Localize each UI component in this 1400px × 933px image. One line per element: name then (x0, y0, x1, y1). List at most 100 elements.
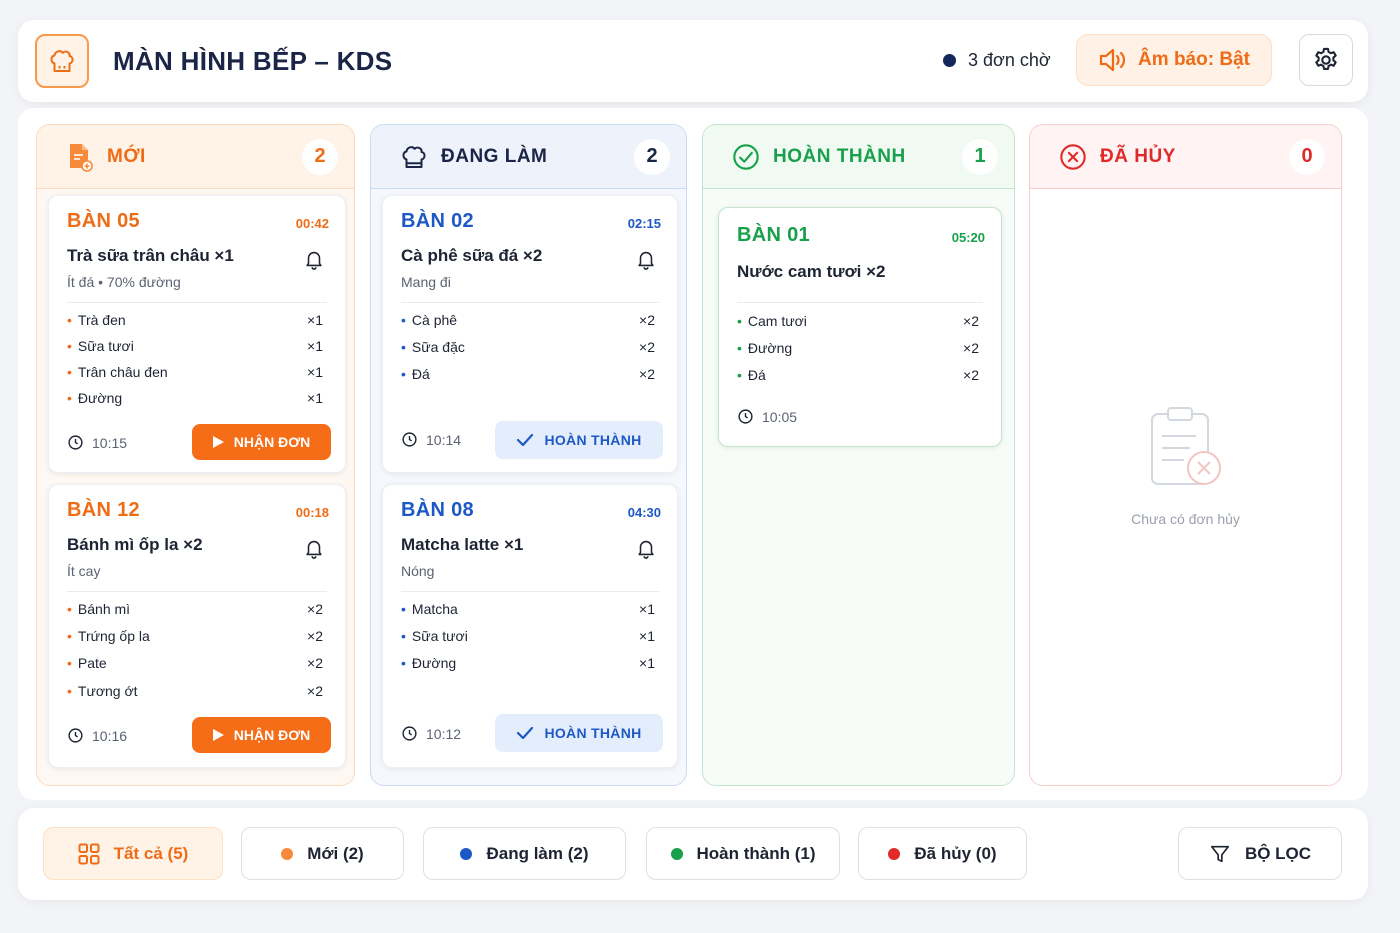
order-table: BÀN 02 (401, 210, 474, 232)
ingredient-row: Sữa tươi×1 (67, 338, 323, 354)
order-item: Bánh mì ốp la ×2 (67, 535, 203, 554)
order-elapsed: 00:18 (295, 505, 329, 520)
status-dot (888, 847, 901, 860)
header-bar: MÀN HÌNH BẾP – KDS 3 đơn chờ Âm báo: Bật (18, 20, 1368, 102)
order-table: BÀN 05 (67, 210, 140, 232)
status-dot (670, 847, 683, 860)
column-new-count: 2 (302, 138, 338, 175)
order-table: BÀN 01 (737, 224, 810, 246)
accept-order-button[interactable]: NHẬN ĐƠN (192, 424, 331, 460)
ingredient-row: Trân châu đen×1 (67, 364, 323, 380)
bell-icon[interactable] (303, 537, 325, 559)
filter-all-button[interactable]: Tất cả (5) (43, 827, 223, 880)
check-circle-icon (731, 142, 761, 172)
column-cancelled-header: ĐÃ HỦY 0 (1030, 125, 1341, 189)
filter-new-button[interactable]: Mới (2) (241, 827, 404, 880)
ingredient-row: Tương ớt×2 (67, 683, 323, 699)
chef-hat-icon (35, 34, 89, 88)
order-item: Trà sữa trân châu ×1 (67, 246, 234, 265)
ingredient-row: Đường×1 (67, 390, 323, 406)
chef-hat-icon (399, 142, 429, 172)
ingredient-row: Pate×2 (67, 655, 323, 671)
clock-icon (402, 432, 417, 447)
pending-label: 3 đơn chờ (968, 50, 1051, 70)
divider (67, 591, 327, 592)
check-icon (517, 726, 534, 740)
ingredient-row: Trà đen×1 (67, 312, 323, 328)
column-doing-header: ĐANG LÀM 2 (371, 125, 686, 189)
column-doing-count: 2 (634, 138, 670, 175)
ingredient-row: Bánh mì×2 (67, 601, 323, 617)
bell-icon[interactable] (303, 248, 325, 270)
order-table: BÀN 08 (401, 499, 474, 521)
column-done-count: 1 (962, 138, 998, 175)
complete-order-button[interactable]: HOÀN THÀNH (495, 714, 663, 752)
play-icon (212, 436, 224, 448)
order-time: 10:14 (401, 431, 461, 448)
order-note: Ít đá • 70% đường (67, 274, 181, 290)
column-cancelled: ĐÃ HỦY 0 (1029, 124, 1342, 786)
column-new-header: MỚI 2 (37, 125, 354, 189)
filter-done-button[interactable]: Hoàn thành (1) (646, 827, 840, 880)
order-elapsed: 02:15 (627, 216, 661, 231)
divider (67, 302, 327, 303)
ingredient-row: Sữa tươi×1 (401, 628, 655, 644)
order-item: Cà phê sữa đá ×2 (401, 246, 543, 265)
cancelled-empty-state: Chưa có đơn hủy (1029, 400, 1342, 527)
pending-dot (943, 54, 956, 67)
order-card-ban-08[interactable]: BÀN 08 04:30 Matcha latte ×1 Nóng Matcha… (382, 484, 678, 768)
order-elapsed: 05:20 (951, 230, 985, 245)
bell-icon[interactable] (635, 248, 657, 270)
filter-doing-button[interactable]: Đang làm (2) (423, 827, 626, 880)
ingredient-row: Trứng ốp la×2 (67, 628, 323, 644)
order-card-ban-02[interactable]: BÀN 02 02:15 Cà phê sữa đá ×2 Mang đi Cà… (382, 195, 678, 473)
page-title: MÀN HÌNH BẾP – KDS (113, 46, 393, 76)
divider (737, 302, 983, 303)
status-dot (281, 847, 294, 860)
column-doing: ĐANG LÀM 2 BÀN 02 02:15 Cà phê sữa đá ×2… (370, 124, 687, 786)
ingredient-row: Matcha×1 (401, 601, 655, 617)
order-card-ban-01[interactable]: BÀN 01 05:20 Nước cam tươi ×2 Cam tươi×2… (718, 207, 1002, 447)
filter-options-button[interactable]: BỘ LỌC (1178, 827, 1342, 880)
order-table: BÀN 12 (67, 499, 140, 521)
x-circle-icon (1058, 142, 1088, 172)
column-new-label: MỚI (107, 145, 146, 167)
clock-icon (402, 726, 417, 741)
ingredient-row: Đường×1 (401, 655, 655, 671)
filter-cancelled-button[interactable]: Đã hủy (0) (858, 827, 1027, 880)
cancelled-empty-text: Chưa có đơn hủy (1131, 511, 1240, 527)
pending-orders-indicator: 3 đơn chờ (943, 50, 1051, 71)
ingredient-row: Cà phê×2 (401, 312, 655, 328)
grid-icon (78, 843, 100, 864)
order-note: Ít cay (67, 563, 101, 579)
sound-label: Âm báo: Bật (1138, 49, 1250, 70)
column-new: MỚI 2 BÀN 05 00:42 Trà sữa trân châu ×1 … (36, 124, 355, 786)
complete-order-button[interactable]: HOÀN THÀNH (495, 421, 663, 459)
ingredient-row: Cam tươi×2 (737, 313, 979, 329)
column-done: HOÀN THÀNH 1 BÀN 01 05:20 Nước cam tươi … (702, 124, 1015, 786)
ingredient-row: Đường×2 (737, 340, 979, 356)
order-card-ban-12[interactable]: BÀN 12 00:18 Bánh mì ốp la ×2 Ít cay Bán… (48, 484, 346, 768)
clipboard-x-icon (1150, 407, 1221, 485)
bell-icon[interactable] (635, 537, 657, 559)
column-done-header: HOÀN THÀNH 1 (703, 125, 1014, 189)
order-elapsed: 00:42 (295, 216, 329, 231)
order-note: Mang đi (401, 274, 451, 290)
order-elapsed: 04:30 (627, 505, 661, 520)
play-icon (212, 729, 224, 741)
clock-icon (68, 435, 83, 450)
ingredient-row: Đá×2 (401, 366, 655, 382)
sound-toggle-button[interactable]: Âm báo: Bật (1076, 34, 1272, 86)
accept-order-button[interactable]: NHẬN ĐƠN (192, 717, 331, 753)
order-card-ban-05[interactable]: BÀN 05 00:42 Trà sữa trân châu ×1 Ít đá … (48, 195, 346, 473)
divider (401, 302, 659, 303)
order-time: 10:05 (737, 408, 797, 425)
clock-icon (738, 409, 753, 424)
order-note: Nóng (401, 563, 435, 579)
order-item: Matcha latte ×1 (401, 535, 524, 554)
check-icon (517, 433, 534, 447)
speaker-icon (1099, 48, 1126, 72)
ingredient-row: Sữa đặc×2 (401, 339, 655, 355)
settings-button[interactable] (1299, 34, 1353, 86)
order-time: 10:16 (67, 727, 127, 744)
